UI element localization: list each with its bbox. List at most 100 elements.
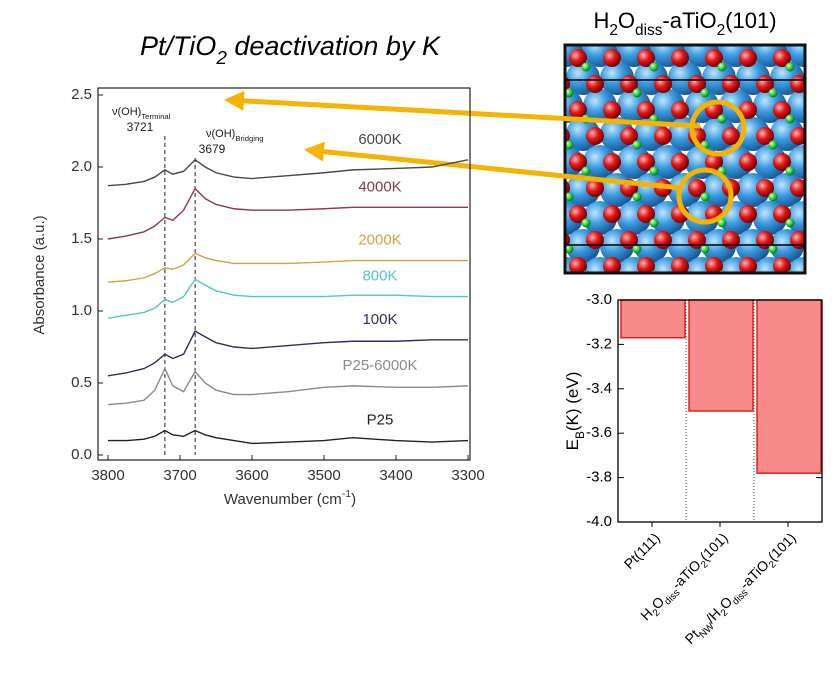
atom [804,117,838,151]
x-axis-label: Wavenumber (cm-1) [224,488,356,508]
text-part: (K) (eV) [563,372,582,432]
atom [498,5,532,39]
y-tick-label: 2.0 [71,158,92,175]
y-tick-label: 1.5 [71,230,92,247]
atom [807,101,825,119]
atom [769,89,778,98]
atom [769,141,778,150]
atom [650,219,659,228]
text-part: (101) [696,529,730,563]
atom [603,205,621,223]
atom [769,245,778,254]
atom [650,63,659,72]
y-tick-label: -3.2 [586,335,612,352]
text-part: H [593,8,609,33]
atom [718,63,727,72]
x-tick-label: 3400 [379,467,412,484]
text-part: /H [702,605,723,626]
atom [633,141,642,150]
x-tick-label: Pt(111) [620,529,662,571]
text-part: B [573,431,587,439]
series-label: 100K [362,311,397,328]
y-tick-label: 0.5 [71,374,92,391]
atom [582,63,591,72]
atom [701,245,710,254]
atom [786,219,795,228]
text-part: (101) [764,529,798,563]
atom [821,145,840,179]
atom [582,219,591,228]
text-part: -aTiO [662,8,716,33]
atom [821,89,840,123]
atom [824,231,840,249]
bar [757,300,821,473]
atom [701,89,710,98]
atom [586,75,604,93]
atom [718,115,727,124]
annotation-value: 3721 [127,120,154,134]
spectrum-line [108,369,468,405]
atom [654,127,672,145]
spectrum-line [108,253,468,282]
text-part: (101) [725,8,776,33]
series-label: P25-6000K [342,357,417,374]
atom [535,153,553,171]
x-tick-label: 3700 [163,467,196,484]
text-part: O [618,8,635,33]
atom [824,127,840,145]
annotation: ν(OH)Terminal [112,106,171,121]
atom [804,5,838,39]
text-part: Terminal [141,112,170,121]
atom [722,75,740,93]
atom [786,63,795,72]
atom [515,257,549,291]
atom [633,193,642,202]
atom [515,201,549,235]
atom [671,153,689,171]
atom [739,205,757,223]
text-part: -aTiO [668,556,704,592]
atom [603,49,621,67]
text-part: Wavenumber (cm [224,491,342,508]
atom [515,33,549,67]
atom [671,101,689,119]
atom [786,167,795,176]
y-tick-label: 1.0 [71,302,92,319]
annotation: ν(OH)Bridging [206,128,264,143]
y-tick-label: -4.0 [586,513,612,530]
atom [586,231,604,249]
atom [807,153,825,171]
series-label: 2000K [358,232,401,249]
text-part: -aTiO [736,556,772,592]
x-tick-label: PtNW/H2Odiss-aTiO2(101) [681,529,801,649]
annotation-value: 3679 [199,142,226,156]
atom [837,141,840,150]
spectrum-line [108,279,468,318]
atom [821,33,840,67]
text-part: Pt(111) [620,529,662,571]
atom [582,167,591,176]
text-part: 2 [215,48,227,69]
x-tick-label: 3500 [307,467,340,484]
atom [532,5,566,39]
atom [722,231,740,249]
series-label: P25 [367,412,394,429]
atom [804,173,838,207]
atom [807,205,825,223]
atom [786,115,795,124]
atom [824,75,840,93]
atom [804,61,838,95]
atom [654,231,672,249]
text-part: ν(OH) [112,106,141,118]
text-part: 2 [609,22,618,39]
atom [654,75,672,93]
atom [633,89,642,98]
y-axis-label: EB(K) (eV) [563,372,587,451]
bar [689,300,753,411]
series-label: 4000K [358,178,401,195]
atom [603,101,621,119]
y-tick-label: -3.6 [586,424,612,441]
spectrum-line [108,189,468,239]
text-part: Pt/TiO [140,31,216,61]
